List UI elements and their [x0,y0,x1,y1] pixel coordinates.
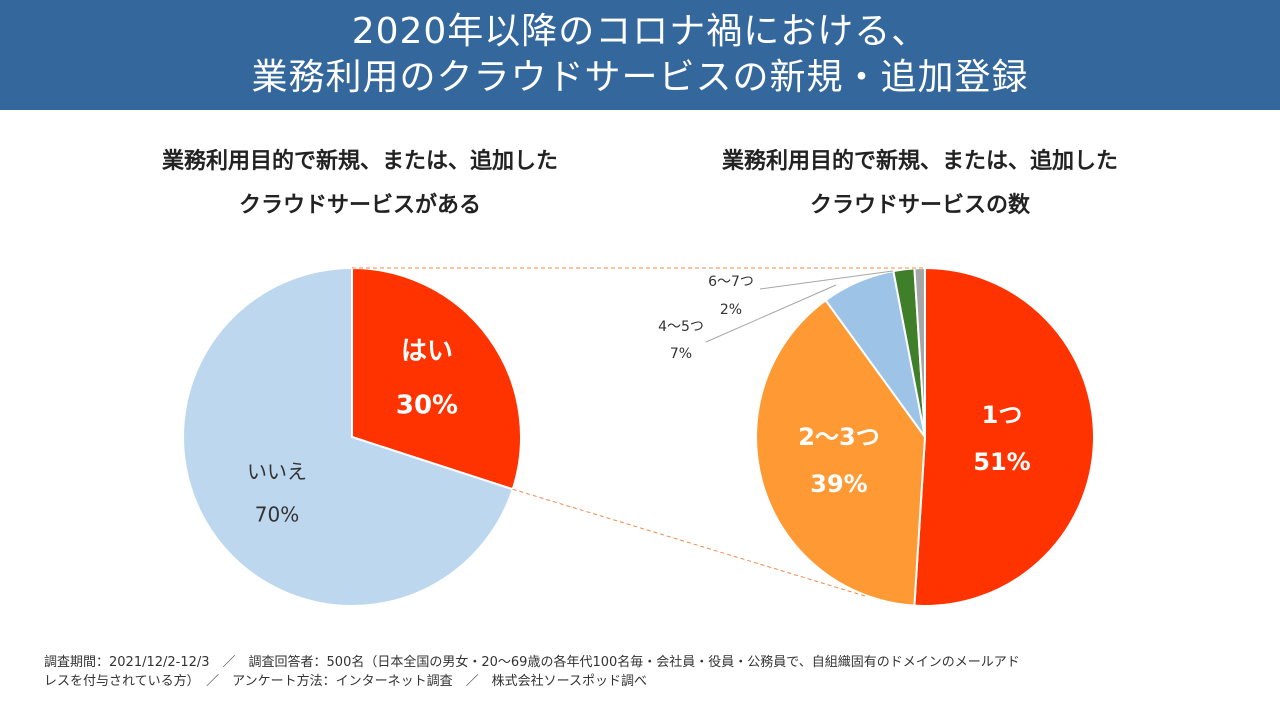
pie2-label-2: 2〜3つ [798,423,879,451]
pie1-value-label-1: 30% [396,391,458,421]
page-title-line1: 2020年以降のコロナ禍における、 [351,11,929,52]
right-subtitle-line1: 業務利用目的で新規、または、追加した [721,149,1118,174]
pie1-slice-2 [182,266,514,607]
pie2-label-4: 6〜7つ [708,274,754,290]
pie2-leader-line-4 [759,270,894,290]
pie2-value-label-4: 2% [720,302,742,318]
pie2-slice-1 [913,266,1095,607]
pie2-slice-2 [754,298,927,607]
pie1-slice-1 [351,266,522,491]
header-banner: 2020年以降のコロナ禍における、 業務利用のクラウドサービスの新規・追加登録 [0,0,1280,110]
right-subtitle-line2: クラウドサービスの数 [809,193,1030,218]
pie2-label-1: 1つ [982,401,1023,429]
page-title-line2: 業務利用のクラウドサービスの新規・追加登録 [251,57,1029,98]
pie2-value-label-2: 39% [810,470,867,498]
pie2-leader-line-3 [705,284,837,343]
footnote-line2: レスを付与されている方） ／ アンケート方法：インターネット調査 ／ 株式会社ソ… [44,674,647,689]
footnote-line1: 調査期間：2021/12/2-12/3 ／ 調査回答者：500名（日本全国の男女… [44,655,1020,670]
pie2-label-3: 4〜5つ [658,319,704,335]
pie2-value-label-1: 51% [973,448,1030,476]
pie1-label-2: いいえ [247,460,307,484]
left-subtitle-line2: クラウドサービスがある [238,193,481,218]
survey-footnote: 調査期間：2021/12/2-12/3 ／ 調査回答者：500名（日本全国の男女… [44,653,1244,691]
pie1-label-1: はい [401,337,453,367]
connector-line-bottom [512,488,866,597]
pie2-value-label-3: 7% [670,346,692,362]
left-chart-subtitle: 業務利用目的で新規、または、追加した クラウドサービスがある [80,140,640,228]
pie1-value-label-2: 70% [255,503,299,527]
right-chart-subtitle: 業務利用目的で新規、または、追加した クラウドサービスの数 [640,140,1200,228]
left-subtitle-line1: 業務利用目的で新規、または、追加した [161,149,558,174]
